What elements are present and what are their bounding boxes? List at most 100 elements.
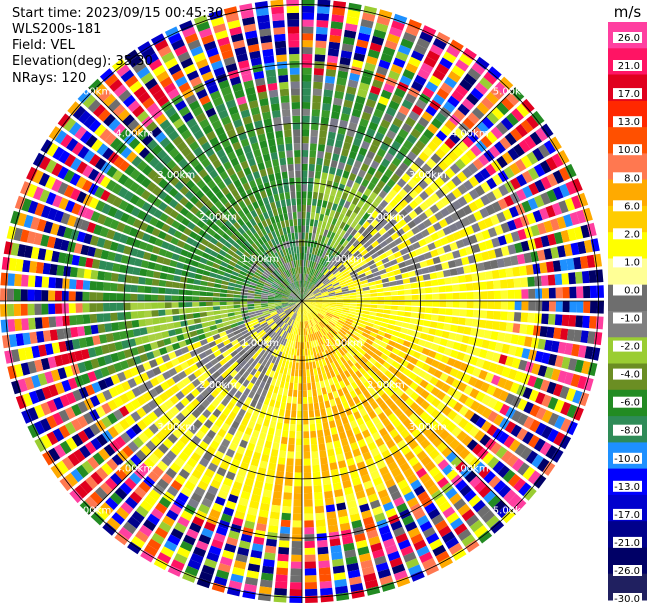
ppi-gate [359,276,368,282]
ppi-gate [350,257,358,265]
ppi-gate [367,259,375,266]
ppi-gate [317,546,329,555]
ppi-gate [308,163,315,172]
ppi-gate [410,50,425,62]
ppi-gate [398,332,407,340]
ppi-gate [325,270,331,277]
ppi-gate [330,28,343,37]
ppi-gate [358,273,366,279]
ppi-gate [384,213,393,222]
ppi-gate [395,51,409,62]
ppi-gate [103,303,111,312]
ppi-gate [404,295,412,300]
ppi-gate [371,267,379,274]
ppi-gate [398,295,405,300]
ppi-gate [492,173,503,186]
ppi-gate [583,377,594,392]
ppi-gate [350,273,359,279]
ppi-gate [396,316,404,322]
ppi-gate [316,20,329,28]
ppi-gate [554,273,563,286]
ppi-gate [567,228,577,242]
ppi-gate [315,296,323,299]
ppi-gate [323,89,334,98]
ppi-gate [451,65,465,78]
ppi-gate [356,303,364,307]
ppi-gate [465,225,475,236]
ppi-gate [172,315,180,322]
ppi-gate [329,303,337,306]
ppi-gate [402,156,413,167]
ppi-gate [357,269,365,276]
ppi-gate [302,369,306,377]
ppi-gate [361,111,372,121]
ppi-gate [418,93,431,104]
ppi-gate [402,31,417,43]
ppi-gate [420,228,430,238]
ppi-gate [227,312,235,317]
ppi-gate [303,410,309,418]
ppi-gate [311,109,321,117]
ppi-gate [590,238,600,252]
ppi-gate [240,292,248,296]
ppi-gate [304,342,307,349]
ppi-gate [398,209,408,218]
ppi-gate [444,167,456,179]
ppi-gate [313,185,319,193]
ppi-gate [192,307,200,313]
ppi-gate [110,282,118,292]
ppi-gate [334,309,342,314]
ppi-gate [308,355,312,363]
ppi-gate [551,153,564,168]
ppi-gate [295,362,299,370]
ppi-gate [167,266,176,274]
ppi-gate [342,259,350,266]
ppi-gate [309,260,313,268]
ppi-gate [480,301,488,309]
ppi-gate [561,356,571,370]
ppi-gate [337,264,345,271]
ppi-gate [467,162,479,175]
ppi-gate [308,253,312,261]
ppi-gate [377,164,387,174]
ppi-gate [281,374,287,382]
ppi-gate [431,286,439,293]
ppi-gate [309,219,314,227]
ppi-gate [490,86,504,100]
ppi-gate [388,218,398,227]
ppi-gate [307,291,313,297]
ppi-gate [214,314,222,320]
ppi-gate [280,436,288,445]
ppi-gate [527,167,540,181]
ppi-gate [539,326,548,338]
ppi-gate [116,302,124,311]
ppi-gate [324,280,331,286]
ppi-gate [406,264,415,272]
ppi-gate [376,308,384,313]
ppi-gate [318,273,324,280]
ppi-gate [350,144,360,153]
ppi-gate [305,260,308,267]
ppi-gate [334,175,341,184]
ppi-gate [345,209,353,218]
ppi-gate [379,240,388,248]
ppi-gate [302,376,307,384]
ppi-gate [307,282,312,289]
ppi-gate [315,519,326,528]
ppi-gate [297,397,302,404]
ppi-gate [104,323,113,333]
ppi-gate [435,112,447,124]
ppi-gate [463,180,474,191]
ppi-gate [314,47,326,55]
ppi-gate [399,199,409,209]
ppi-gate [559,183,570,198]
ppi-gate [452,292,460,300]
ppi-gate [323,393,329,402]
ppi-gate [430,249,439,258]
ppi-gate [534,237,544,249]
ppi-gate [580,330,589,344]
ppi-gate [111,322,119,332]
ppi-gate [55,277,63,289]
ppi-gate [461,335,470,344]
ppi-gate [361,283,369,288]
